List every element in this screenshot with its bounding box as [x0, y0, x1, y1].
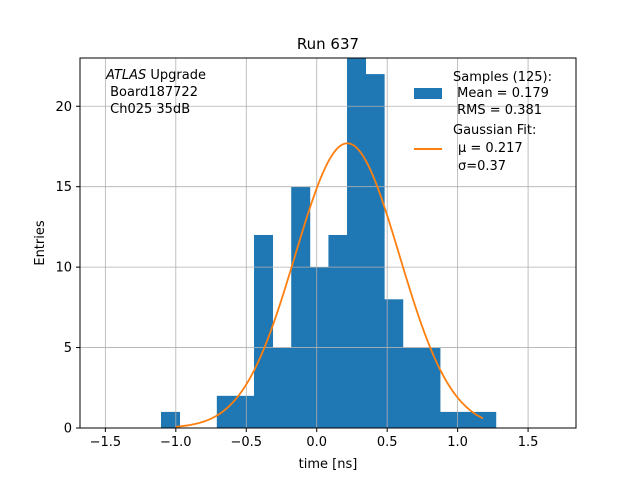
histogram-bar	[216, 395, 236, 428]
histogram-bar	[477, 411, 497, 428]
histogram-bar	[384, 299, 404, 428]
histogram-bar	[291, 186, 311, 428]
atlas-annotation: ATLAS Upgrade Board187722 Ch025 35dB	[105, 68, 206, 117]
histogram-bar	[458, 411, 478, 428]
x-tick-label: −1.5	[90, 435, 122, 450]
histogram-bar	[365, 74, 385, 428]
histogram-bar	[402, 347, 422, 428]
legend-samples-line-2: Mean = 0.179	[453, 86, 549, 101]
legend-samples-line-3: RMS = 0.381	[453, 103, 542, 118]
grid	[80, 58, 576, 429]
y-axis-ticks: 0 5 10 15 20	[55, 100, 80, 437]
y-axis-label: Entries	[33, 220, 48, 266]
legend-fit-line-1: Gaussian Fit:	[453, 123, 536, 138]
histogram-bar	[161, 411, 181, 428]
legend-samples-line-1: Samples (125):	[453, 70, 552, 85]
x-tick-label: 1.5	[518, 435, 539, 450]
histogram-bar	[235, 395, 255, 428]
channel-label: Ch025 35dB	[106, 102, 190, 117]
fit-curve	[175, 142, 484, 428]
x-tick-label: −1.0	[160, 435, 192, 450]
histogram-bar	[440, 411, 460, 428]
legend-samples-swatch	[414, 88, 442, 99]
plot-area-frame	[79, 57, 577, 429]
x-tick-label: 1.0	[447, 435, 468, 450]
board-label: Board187722	[106, 85, 198, 100]
histogram-bar	[254, 234, 274, 428]
y-tick-label: 10	[55, 261, 72, 276]
histogram-bar	[328, 234, 348, 428]
histogram-bar	[347, 58, 367, 428]
histogram-bars	[161, 58, 497, 428]
gaussian-fit	[175, 142, 484, 428]
x-tick-label: 0.5	[377, 435, 398, 450]
legend-fit-line-3: σ=0.37	[458, 159, 506, 174]
x-tick-label: 0.0	[306, 435, 327, 450]
x-axis-ticks: −1.5 −1.0 −0.5 0.0 0.5 1.0 1.5	[90, 428, 539, 450]
chart-title: Run 637	[297, 35, 359, 53]
atlas-label: ATLAS	[105, 68, 146, 83]
y-tick-label: 20	[55, 100, 72, 115]
histogram-bar	[272, 347, 292, 428]
legend-fit-line-2: μ = 0.217	[458, 141, 523, 156]
y-tick-label: 15	[55, 180, 72, 195]
x-tick-label: −0.5	[230, 435, 262, 450]
legend: Samples (125): Mean = 0.179 RMS = 0.381 …	[414, 70, 552, 174]
annotation-line-1: ATLAS Upgrade	[105, 68, 206, 83]
histogram-bar	[421, 347, 441, 428]
upgrade-label: Upgrade	[146, 68, 206, 83]
y-tick-label: 0	[64, 422, 72, 437]
y-tick-label: 5	[64, 341, 72, 356]
x-axis-label: time [ns]	[299, 457, 358, 472]
